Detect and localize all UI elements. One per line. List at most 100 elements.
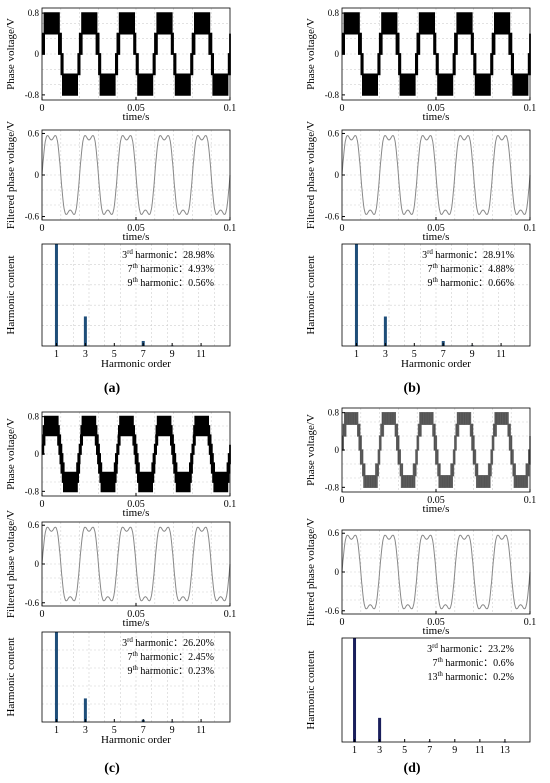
x-tick-label: 0.05: [427, 495, 445, 506]
y-tick-label: 0.6: [328, 128, 340, 138]
harmonic-bar: [354, 244, 358, 346]
y-axis-label: Filtered phase voltage/V: [305, 121, 317, 229]
y-tick-label: 0.8: [28, 8, 40, 18]
x-tick-label: 11: [196, 725, 206, 736]
caption-d: (d): [403, 761, 421, 776]
x-tick-label: 0.1: [224, 499, 237, 510]
y-axis-label: Harmonic content: [5, 255, 17, 334]
y-tick-label: 0: [35, 449, 40, 459]
x-tick-label: 0: [340, 495, 345, 506]
y-axis-label: Phase voltage/V: [5, 18, 17, 90]
harmonic-annotation: 3rd harmonic：23.2%: [427, 642, 514, 655]
harmonic-bar: [83, 316, 87, 346]
x-tick-label: 3: [83, 725, 88, 736]
y-tick-label: -0.6: [25, 598, 40, 608]
x-tick-label: 0.05: [127, 609, 145, 620]
filtered-voltage-curve: [41, 526, 231, 602]
x-tick-label: 0.05: [427, 617, 445, 628]
x-tick-label: 5: [402, 745, 407, 755]
plot-frame: [341, 637, 531, 743]
y-tick-label: 0.6: [328, 528, 340, 538]
x-axis-label: Harmonic order: [101, 734, 171, 746]
x-axis-label: time/s: [423, 625, 450, 637]
harmonic-annotation: 9th harmonic：0.66%: [427, 276, 514, 289]
x-tick-label: 7: [427, 745, 432, 755]
y-tick-label: -0.6: [325, 606, 340, 616]
filtered-voltage-curve: [341, 135, 531, 215]
x-tick-label: 9: [170, 725, 175, 736]
y-tick-label: 0: [335, 49, 340, 59]
caption-c: (c): [104, 761, 120, 776]
caption-b: (b): [403, 381, 421, 396]
harmonic-annotation: 7th harmonic：2.45%: [127, 650, 214, 663]
x-axis-label: time/s: [423, 231, 450, 243]
x-axis-label: time/s: [423, 111, 450, 123]
x-tick-label: 5: [112, 349, 117, 360]
y-tick-label: 0: [35, 170, 40, 180]
harmonic-annotation: 9th harmonic：0.23%: [127, 664, 214, 677]
x-tick-label: 3: [83, 349, 88, 360]
x-tick-label: 0: [340, 223, 345, 234]
harmonic-annotation: 3rd harmonic：28.98%: [122, 248, 214, 261]
x-tick-label: 7: [141, 349, 146, 360]
harmonic-bar: [54, 244, 58, 346]
x-tick-label: 7: [141, 725, 146, 736]
x-tick-label: 0: [40, 223, 45, 234]
caption-a: (a): [103, 381, 121, 396]
x-axis-label: Harmonic order: [401, 358, 471, 370]
filtered-voltage-curve: [41, 135, 231, 215]
harmonic-annotation: 7th harmonic：0.6%: [432, 656, 514, 669]
x-tick-label: 13: [500, 745, 510, 755]
x-tick-label: 11: [496, 349, 506, 360]
y-tick-label: 0: [35, 49, 40, 59]
y-tick-label: 0.6: [28, 520, 40, 530]
harmonic-annotation: 9th harmonic：0.56%: [127, 276, 214, 289]
x-axis-label: time/s: [423, 503, 450, 515]
x-tick-label: 1: [54, 725, 59, 736]
x-tick-label: 3: [377, 745, 382, 755]
x-tick-label: 0.05: [427, 103, 445, 114]
x-axis-label: time/s: [123, 231, 150, 243]
filtered-voltage-curve: [341, 534, 531, 610]
y-axis-label: Phase voltage/V: [305, 414, 317, 486]
x-tick-label: 0.05: [127, 223, 145, 234]
harmonic-bar: [54, 632, 58, 722]
y-tick-label: 0: [335, 567, 340, 577]
phase-voltage-waveform: [41, 415, 231, 493]
x-tick-label: 0.1: [224, 103, 237, 114]
y-tick-label: 0.8: [28, 412, 40, 422]
harmonic-annotation: 3rd harmonic：26.20%: [122, 636, 214, 649]
x-tick-label: 5: [412, 349, 417, 360]
x-tick-label: 0.1: [524, 103, 537, 114]
harmonic-bar: [378, 717, 382, 742]
harmonic-annotation: 3rd harmonic：28.91%: [422, 248, 514, 261]
x-tick-label: 0: [40, 609, 45, 620]
x-axis-label: time/s: [123, 111, 150, 123]
harmonic-bar: [383, 316, 387, 346]
y-tick-label: -0.8: [25, 90, 40, 100]
x-tick-label: 9: [470, 349, 475, 360]
plot-frame: [41, 243, 231, 347]
x-axis-label: time/s: [123, 617, 150, 629]
harmonic-bar: [353, 638, 357, 742]
phase-voltage-waveform: [41, 12, 231, 96]
y-axis-label: Filtered phase voltage/V: [5, 121, 17, 229]
x-tick-label: 1: [54, 349, 59, 360]
x-axis-label: time/s: [123, 507, 150, 519]
x-tick-label: 0.1: [224, 223, 237, 234]
y-axis-label: Filtered phase voltage/V: [305, 518, 317, 626]
y-tick-label: 0: [335, 445, 340, 455]
y-axis-label: Harmonic content: [305, 255, 317, 334]
x-tick-label: 1: [354, 349, 359, 360]
x-tick-label: 0: [340, 103, 345, 114]
x-tick-label: 11: [475, 745, 485, 755]
y-tick-label: 0: [35, 559, 40, 569]
y-tick-label: 0: [335, 170, 340, 180]
y-axis-label: Harmonic content: [305, 650, 317, 729]
y-axis-label: Phase voltage/V: [5, 418, 17, 490]
x-tick-label: 0.1: [224, 609, 237, 620]
x-tick-label: 0.1: [524, 223, 537, 234]
